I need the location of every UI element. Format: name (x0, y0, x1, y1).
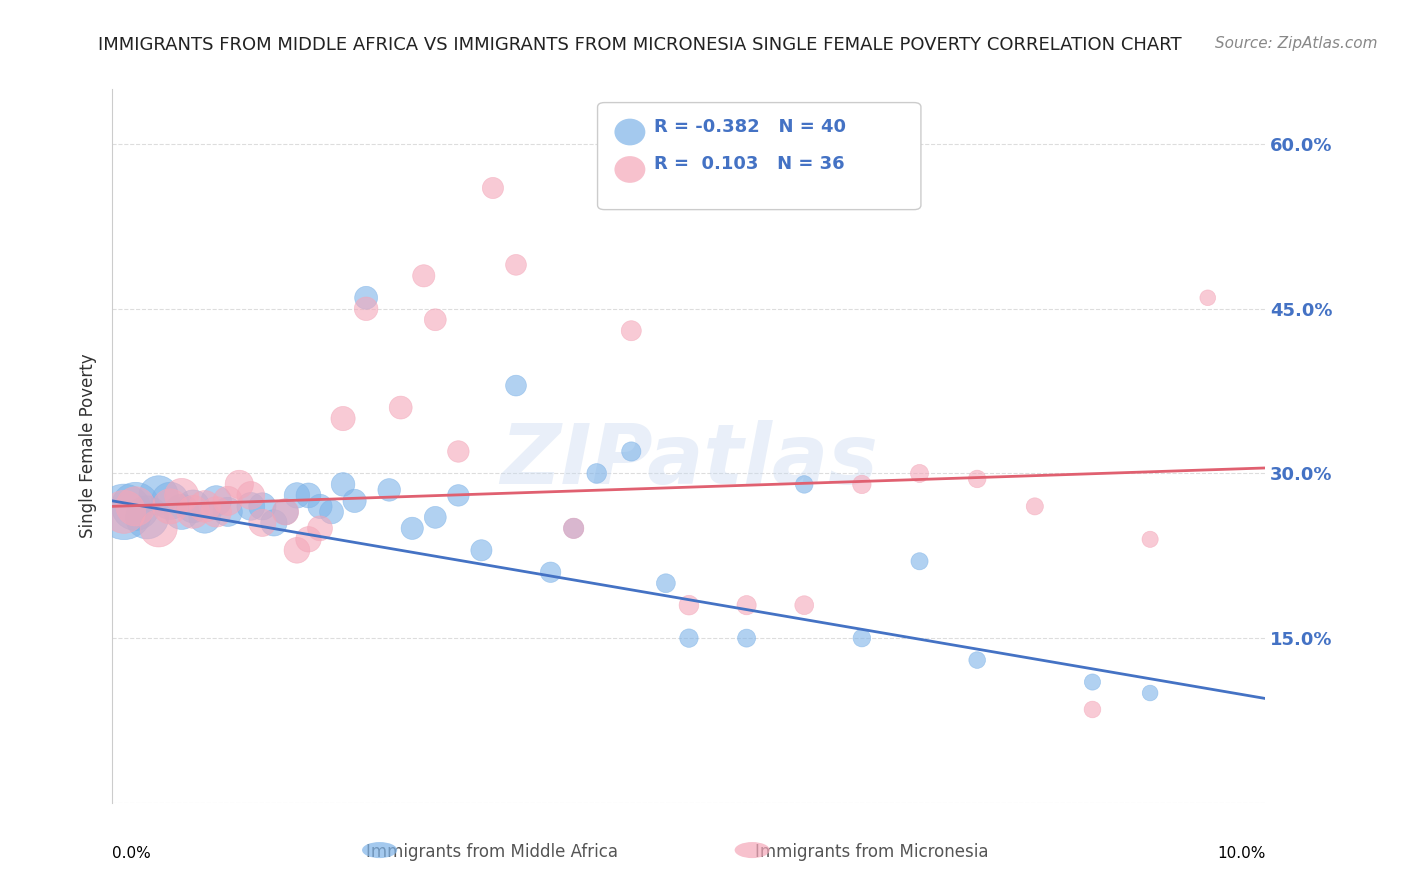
Point (332, 477, 354, 491)
Point (239, 488, 262, 502)
Point (205, 494, 228, 508)
Point (285, 488, 308, 502)
Point (735, 631, 758, 645)
Point (170, 488, 193, 502)
Point (505, 378, 527, 392)
Point (562, 521, 585, 535)
Point (297, 533, 319, 547)
Point (354, 291, 377, 305)
Text: 10.0%: 10.0% (1218, 846, 1265, 861)
Text: Immigrants from Micronesia: Immigrants from Micronesia (755, 843, 988, 861)
Point (205, 505, 228, 519)
Point (217, 494, 239, 508)
Point (908, 554, 931, 568)
Point (851, 477, 873, 491)
Point (966, 472, 988, 486)
Point (170, 505, 193, 519)
Point (148, 488, 170, 502)
Point (148, 521, 170, 535)
Point (793, 477, 815, 491)
Point (1081, 702, 1104, 716)
Point (482, 181, 505, 195)
Point (389, 401, 412, 415)
Point (343, 494, 366, 508)
Point (112, 505, 135, 519)
Point (1081, 675, 1104, 690)
Point (159, 500, 181, 514)
Text: Source: ZipAtlas.com: Source: ZipAtlas.com (1215, 36, 1378, 51)
Point (194, 510, 217, 524)
Point (321, 505, 343, 519)
Point (470, 543, 492, 558)
Point (124, 500, 146, 514)
Point (274, 505, 297, 519)
Point (1139, 533, 1161, 547)
Point (112, 505, 135, 519)
Point (505, 258, 527, 272)
Point (1197, 291, 1219, 305)
Point (562, 521, 585, 535)
Point (309, 521, 332, 535)
Point (447, 488, 470, 502)
Point (678, 598, 700, 612)
Point (181, 505, 204, 519)
Point (378, 483, 401, 497)
Point (425, 510, 447, 524)
Point (793, 598, 815, 612)
Text: R = -0.382   N = 40: R = -0.382 N = 40 (654, 118, 846, 136)
Point (285, 543, 308, 558)
Point (540, 566, 562, 580)
Point (620, 324, 643, 338)
Point (447, 444, 470, 458)
Point (735, 598, 758, 612)
Point (252, 516, 274, 530)
Text: IMMIGRANTS FROM MIDDLE AFRICA VS IMMIGRANTS FROM MICRONESIA SINGLE FEMALE POVERT: IMMIGRANTS FROM MIDDLE AFRICA VS IMMIGRA… (98, 36, 1182, 54)
Point (655, 576, 678, 591)
Point (263, 516, 285, 530)
Point (217, 505, 239, 519)
Text: 0.0%: 0.0% (112, 846, 152, 861)
Point (297, 488, 319, 502)
Point (309, 500, 332, 514)
Point (274, 505, 297, 519)
Point (136, 510, 159, 524)
Point (585, 467, 607, 481)
Point (194, 500, 217, 514)
Point (425, 312, 447, 326)
Point (678, 631, 700, 645)
Point (908, 467, 931, 481)
Point (124, 500, 146, 514)
Point (159, 494, 181, 508)
Point (1139, 686, 1161, 700)
Point (228, 477, 250, 491)
Point (851, 631, 873, 645)
Text: Immigrants from Middle Africa: Immigrants from Middle Africa (366, 843, 619, 861)
Point (966, 653, 988, 667)
Point (1024, 500, 1046, 514)
Text: R =  0.103   N = 36: R = 0.103 N = 36 (654, 155, 845, 173)
Point (354, 301, 377, 316)
Point (412, 268, 434, 283)
Point (239, 500, 262, 514)
Y-axis label: Single Female Poverty: Single Female Poverty (79, 354, 97, 538)
Text: ZIPatlas: ZIPatlas (501, 420, 877, 500)
Point (401, 521, 423, 535)
Point (181, 500, 204, 514)
Point (620, 444, 643, 458)
Point (332, 411, 354, 425)
Point (252, 500, 274, 514)
